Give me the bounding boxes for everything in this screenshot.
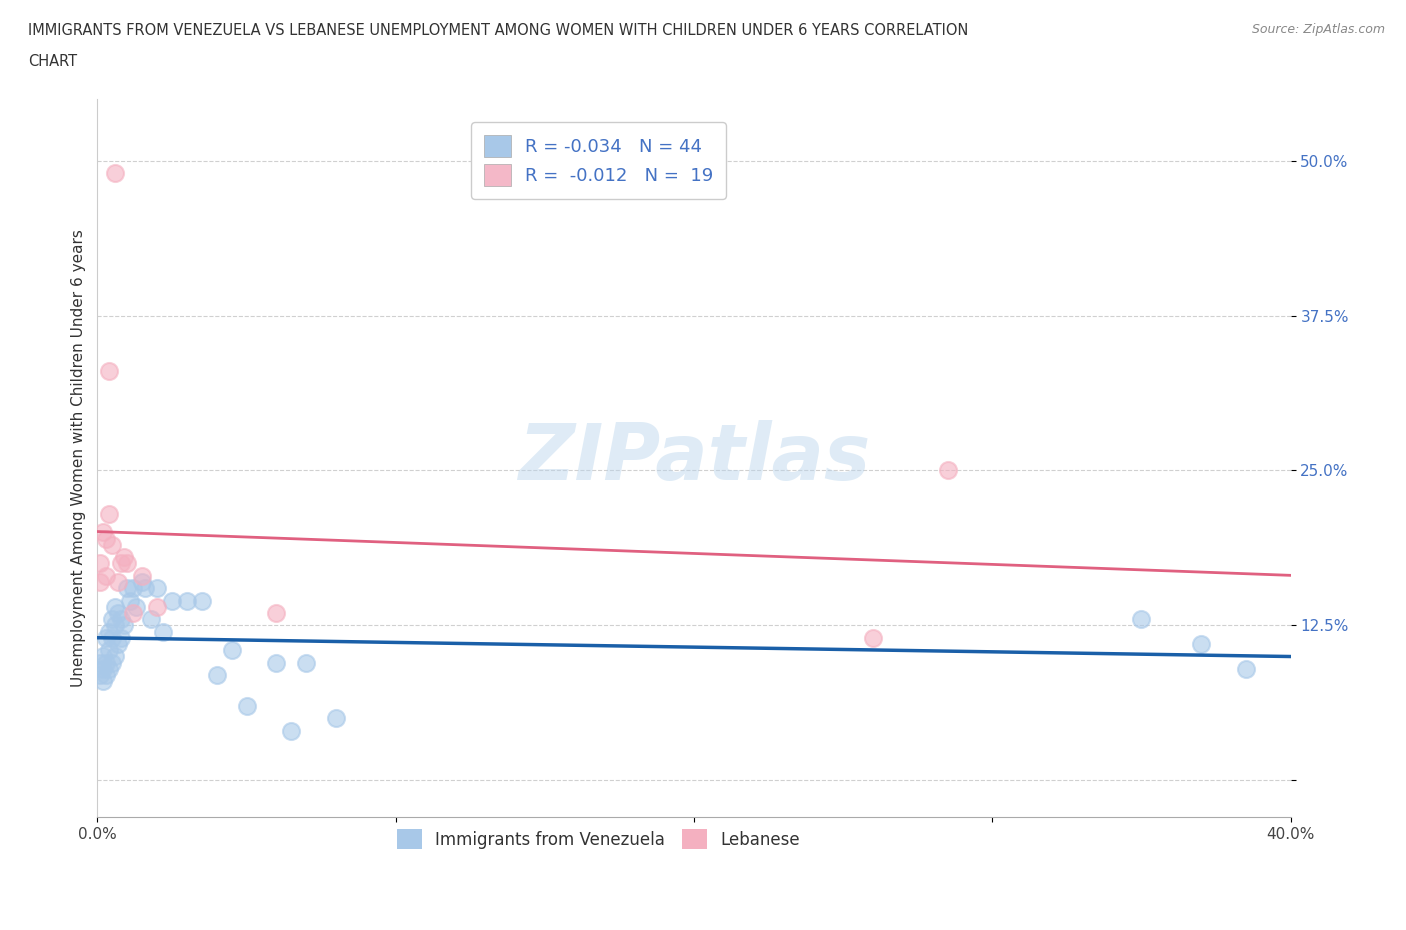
- Point: [146, 580, 169, 595]
- Point: [98, 661, 121, 676]
- Point: [160, 593, 183, 608]
- Point: [152, 624, 174, 639]
- Point: [96, 668, 118, 683]
- Point: [112, 618, 135, 632]
- Text: Source: ZipAtlas.com: Source: ZipAtlas.com: [1251, 23, 1385, 36]
- Point: [125, 599, 148, 614]
- Point: [110, 612, 132, 627]
- Point: [122, 580, 145, 595]
- Point: [862, 631, 884, 645]
- Point: [101, 655, 124, 670]
- Point: [96, 631, 118, 645]
- Point: [110, 631, 132, 645]
- Point: [122, 605, 145, 620]
- Point: [107, 636, 129, 651]
- Point: [98, 364, 121, 379]
- Point: [98, 624, 121, 639]
- Point: [205, 668, 228, 683]
- Point: [139, 612, 162, 627]
- Point: [110, 556, 132, 571]
- Point: [1130, 612, 1153, 627]
- Point: [98, 643, 121, 658]
- Point: [134, 580, 156, 595]
- Point: [190, 593, 212, 608]
- Point: [96, 531, 118, 546]
- Legend: Immigrants from Venezuela, Lebanese: Immigrants from Venezuela, Lebanese: [387, 819, 810, 859]
- Point: [936, 463, 959, 478]
- Text: ZIPatlas: ZIPatlas: [517, 420, 870, 496]
- Point: [101, 538, 124, 552]
- Point: [91, 673, 114, 688]
- Point: [98, 506, 121, 521]
- Text: CHART: CHART: [28, 54, 77, 69]
- Point: [104, 166, 127, 180]
- Point: [89, 655, 111, 670]
- Point: [101, 612, 124, 627]
- Point: [115, 580, 138, 595]
- Point: [235, 698, 257, 713]
- Text: IMMIGRANTS FROM VENEZUELA VS LEBANESE UNEMPLOYMENT AMONG WOMEN WITH CHILDREN UND: IMMIGRANTS FROM VENEZUELA VS LEBANESE UN…: [28, 23, 969, 38]
- Y-axis label: Unemployment Among Women with Children Under 6 years: Unemployment Among Women with Children U…: [72, 229, 86, 687]
- Point: [89, 556, 111, 571]
- Point: [1234, 661, 1257, 676]
- Point: [91, 649, 114, 664]
- Point: [91, 525, 114, 539]
- Point: [120, 593, 142, 608]
- Point: [146, 599, 169, 614]
- Point: [112, 550, 135, 565]
- Point: [101, 631, 124, 645]
- Point: [266, 655, 288, 670]
- Point: [280, 724, 302, 738]
- Point: [104, 649, 127, 664]
- Point: [221, 643, 243, 658]
- Point: [107, 605, 129, 620]
- Point: [266, 605, 288, 620]
- Point: [104, 618, 127, 632]
- Point: [131, 568, 153, 583]
- Point: [89, 575, 111, 590]
- Point: [104, 599, 127, 614]
- Point: [91, 661, 114, 676]
- Point: [176, 593, 198, 608]
- Point: [295, 655, 318, 670]
- Point: [107, 575, 129, 590]
- Point: [1189, 636, 1212, 651]
- Point: [325, 711, 347, 725]
- Point: [96, 655, 118, 670]
- Point: [96, 568, 118, 583]
- Point: [89, 668, 111, 683]
- Point: [131, 575, 153, 590]
- Point: [115, 556, 138, 571]
